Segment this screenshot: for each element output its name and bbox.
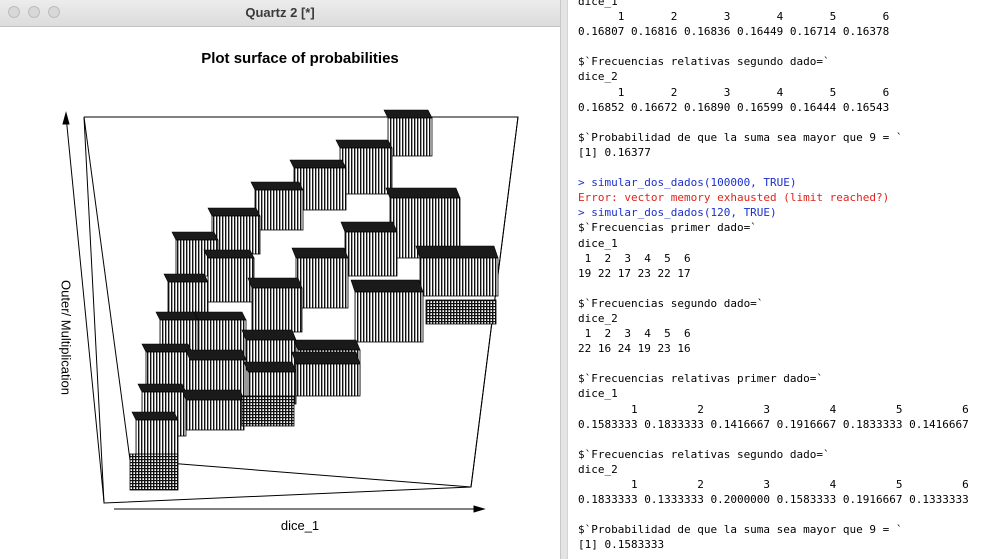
surface-step-top (291, 247, 349, 259)
console-output-line (578, 432, 969, 447)
surface-step-face (295, 363, 361, 397)
surface-step-face (185, 399, 245, 431)
surface-step-face (339, 147, 393, 195)
x-axis-label: dice_1 (280, 518, 320, 533)
console-output-line: $`Frecuencias segundo dado=` (578, 296, 764, 310)
surface-step-top (289, 159, 347, 169)
surface-step-face (211, 215, 261, 255)
surface-step-top (247, 277, 303, 289)
surface-step-top (241, 329, 297, 341)
surface-step-face (254, 189, 304, 231)
surface-step-top (293, 339, 361, 351)
close-button[interactable] (8, 6, 20, 18)
surface-step-top (250, 181, 304, 191)
surface-flat-patch (425, 299, 497, 325)
surface-step-face (387, 117, 433, 157)
console-output-line: 1 2 3 4 5 6 (578, 478, 969, 491)
console-output-line (578, 356, 969, 371)
console-output-line: dice_2 (578, 462, 618, 476)
console-output-line (578, 281, 969, 296)
console-output-line: dice_2 (578, 70, 618, 84)
console-output-line: dice_1 (578, 387, 618, 401)
surface-step-top (163, 273, 209, 283)
console-output-line (578, 160, 969, 175)
console-output-line: dice_1 (578, 236, 618, 250)
console-output-line: 1 2 3 4 5 6 (578, 251, 691, 265)
surface-step-top (193, 311, 247, 321)
surface-step-top (207, 207, 261, 217)
surface-step-top (141, 343, 193, 353)
surface-step-face (167, 281, 209, 315)
surface-step-face (251, 287, 303, 333)
console-output-line: 1 2 3 4 5 6 (578, 402, 969, 416)
console-output-line: 0.16807 0.16816 0.16836 0.16449 0.16714 … (578, 25, 890, 39)
console-output-line: 0.16852 0.16672 0.16890 0.16599 0.16444 … (578, 100, 890, 114)
surface-step-face (419, 257, 499, 297)
surface-flat-patch (129, 453, 179, 491)
surface-step-top (335, 139, 393, 149)
probability-surface (129, 109, 499, 491)
console-output-line (578, 39, 969, 54)
axis-arrows (62, 111, 486, 513)
console-output-line: 1 2 3 4 5 6 (578, 10, 890, 24)
surface-step-face (354, 291, 424, 343)
window-title: Quartz 2 [*] (245, 5, 315, 20)
minimize-button[interactable] (28, 6, 40, 18)
persp-plot (62, 109, 519, 513)
console-output-line: dice_2 (578, 311, 618, 325)
surface-step-top (350, 279, 424, 293)
surface-step-top (185, 349, 247, 361)
surface-step-top (415, 245, 499, 259)
console-output-line: 0.1833333 0.1333333 0.2000000 0.1583333 … (578, 493, 969, 507)
console-output-line: $`Frecuencias relativas primer dado=` (578, 372, 824, 386)
surface-step-face (295, 257, 349, 309)
surface-step-top (340, 221, 398, 233)
console-output-line (578, 115, 969, 130)
console-output-line: 1 2 3 4 5 6 (578, 327, 691, 341)
surface-step-top (383, 109, 433, 119)
console-output-line: $`Frecuencias relativas segundo dado=` (578, 447, 830, 461)
surface-flat-patch (241, 395, 295, 427)
surface-step-top (137, 383, 187, 393)
console-output-line: 0.1583333 0.1833333 0.1416667 0.1916667 … (578, 417, 969, 431)
y-axis-label: Outer/ Multiplication (58, 280, 74, 395)
console-command-line: > simular_dos_dados(120, TRUE) (578, 206, 777, 220)
console-output: dice_1 1 2 3 4 5 6 0.16807 0.16816 0.1683… (578, 0, 969, 552)
surface-step-top (291, 351, 361, 365)
console-output-line: 1 2 3 4 5 6 (578, 85, 890, 99)
surface-step-face (207, 257, 255, 303)
surface-step-top (203, 249, 255, 259)
plot-title: Plot surface of probabilities (201, 50, 399, 67)
zoom-button[interactable] (48, 6, 60, 18)
console-output-line: [1] 0.1583333 (578, 538, 665, 552)
console-output-line: $`Frecuencias primer dado=` (578, 221, 757, 235)
console-output-line: [1] 0.16377 (578, 145, 651, 159)
console-output-line: 19 22 17 23 22 17 (578, 266, 691, 280)
console-output-line: $`Probabilidad de que la suma sea mayor … (578, 130, 903, 144)
window-divider (560, 0, 568, 559)
r-console[interactable]: dice_1 1 2 3 4 5 6 0.16807 0.16816 0.1683… (568, 0, 985, 559)
console-output-line (578, 507, 969, 522)
console-output-line: $`Probabilidad de que la suma sea mayor … (578, 523, 903, 537)
surface-step-top (131, 411, 179, 421)
window-titlebar[interactable]: Quartz 2 [*] (0, 0, 560, 27)
surface-step-top (385, 187, 461, 199)
surface-step-top (243, 361, 297, 373)
console-error-line: Error: vector memory exhausted (limit re… (578, 191, 890, 205)
surface-step-face (135, 419, 179, 457)
console-output-line: dice_1 (578, 0, 618, 8)
console-output-line: $`Frecuencias relativas segundo dado=` (578, 55, 830, 69)
console-command-line: > simular_dos_dados(100000, TRUE) (578, 176, 797, 190)
quartz-window: Quartz 2 [*] Plot surface of probabiliti… (0, 0, 560, 533)
surface-step-top (181, 389, 245, 401)
console-output-line: 22 16 24 19 23 16 (578, 342, 691, 356)
surface-step-face (344, 231, 398, 277)
surface-step-top (171, 231, 219, 241)
